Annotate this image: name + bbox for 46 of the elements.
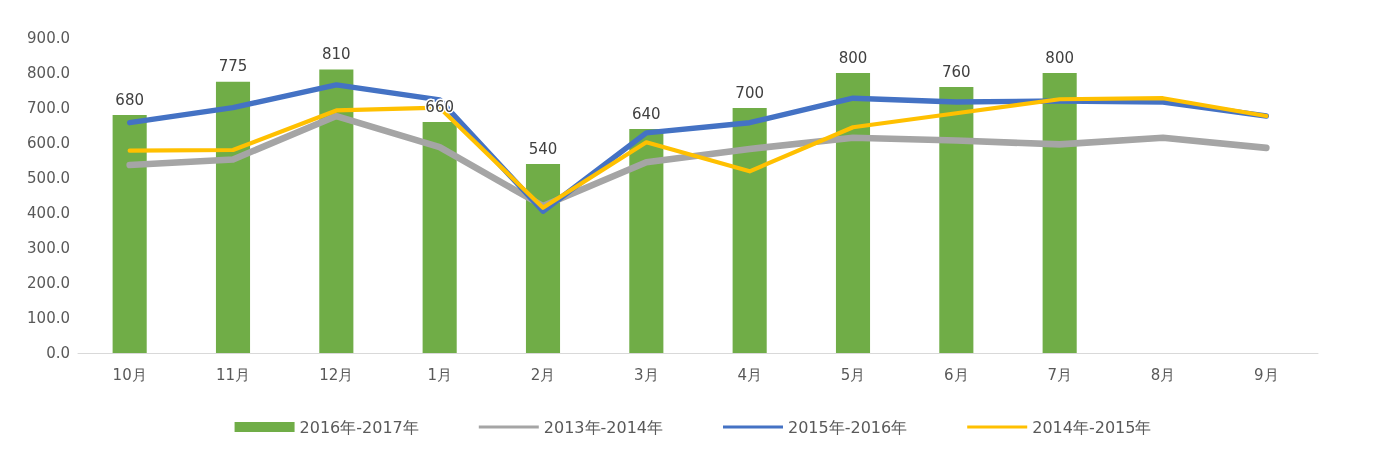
x-tick-label: 10月 bbox=[112, 365, 147, 384]
y-tick-label: 0.0 bbox=[46, 344, 70, 362]
x-tick-label: 5月 bbox=[840, 365, 866, 384]
data-label: 775 bbox=[218, 57, 248, 76]
y-tick-label: 200.0 bbox=[27, 274, 70, 292]
bar bbox=[732, 108, 767, 353]
data-label: 700 bbox=[735, 83, 764, 102]
y-tick-label: 800.0 bbox=[27, 64, 70, 82]
x-tick-label: 11月 bbox=[215, 365, 251, 384]
data-label: 800 bbox=[1045, 48, 1074, 67]
bar bbox=[422, 122, 457, 353]
y-tick-label: 500.0 bbox=[27, 169, 70, 187]
bar bbox=[629, 129, 664, 353]
data-label: 680 bbox=[115, 90, 144, 109]
x-tick-label: 1月 bbox=[427, 365, 452, 384]
y-tick-label: 600.0 bbox=[27, 134, 70, 152]
legend-label: 2016年-2017年 bbox=[299, 417, 419, 437]
bar bbox=[525, 164, 561, 353]
data-label: 660 bbox=[425, 97, 454, 116]
bar bbox=[1042, 73, 1077, 353]
x-tick-label: 2月 bbox=[530, 365, 556, 384]
x-tick-label: 4月 bbox=[737, 365, 762, 384]
data-label: 640 bbox=[632, 104, 661, 123]
legend-label: 2013年-2014年 bbox=[543, 417, 664, 437]
data-label: 540 bbox=[528, 139, 558, 158]
bar bbox=[319, 69, 354, 353]
y-tick-label: 700.0 bbox=[27, 99, 70, 117]
y-tick-label: 100.0 bbox=[27, 309, 70, 327]
x-tick-label: 7月 bbox=[1047, 365, 1072, 384]
x-tick-label: 6月 bbox=[944, 365, 969, 384]
bar bbox=[112, 115, 147, 353]
data-label: 810 bbox=[322, 45, 351, 63]
data-label: 760 bbox=[942, 62, 971, 81]
legend-label: 2014年-2015年 bbox=[1032, 417, 1152, 437]
x-tick-label: 9月 bbox=[1254, 365, 1279, 384]
x-tick-label: 8月 bbox=[1150, 365, 1176, 384]
y-tick-label: 400.0 bbox=[27, 204, 70, 222]
bar bbox=[835, 73, 871, 353]
y-tick-label: 300.0 bbox=[27, 239, 70, 257]
x-tick-label: 12月 bbox=[319, 365, 354, 384]
data-label: 800 bbox=[838, 48, 868, 67]
legend-label: 2015年-2016年 bbox=[788, 417, 908, 437]
bar bbox=[215, 81, 251, 353]
x-tick-label: 3月 bbox=[634, 365, 659, 384]
bar bbox=[939, 87, 974, 353]
y-tick-label: 900.0 bbox=[27, 29, 70, 47]
